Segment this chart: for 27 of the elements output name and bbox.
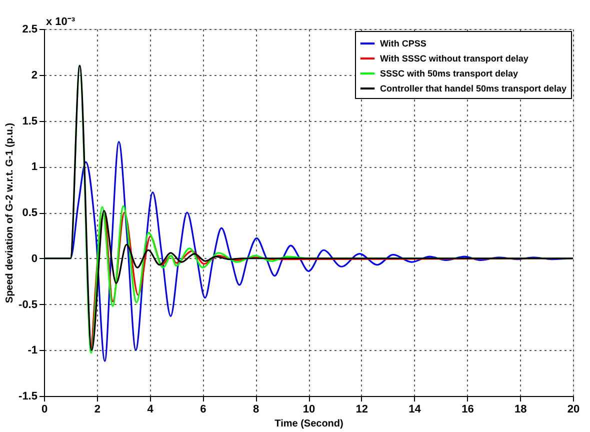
- x-tick-label: 2: [94, 404, 100, 416]
- legend-label: With SSSC without transport delay: [380, 54, 528, 64]
- x-tick-label: 0: [41, 404, 48, 416]
- y-tick-label: 2: [31, 69, 38, 82]
- x-axis-title: Time (Second): [274, 418, 344, 430]
- y-tick-label: 0.5: [22, 207, 38, 219]
- y-tick-label: 1: [31, 161, 38, 174]
- y-tick-label: -1.5: [18, 390, 38, 402]
- legend-label: With CPSS: [380, 38, 426, 48]
- x-tick-label: 20: [567, 404, 580, 416]
- y-tick-label: -1: [28, 344, 38, 357]
- legend-label: Controller that handel 50ms transport delay: [380, 84, 567, 94]
- x-tick-label: 18: [514, 404, 527, 416]
- y-tick-label: 1.5: [22, 115, 38, 128]
- y-axis-title: Speed deviation of G-2 w.r.t. G-1 (p.u.): [4, 122, 16, 304]
- x-tick-label: 6: [200, 404, 206, 416]
- legend-label: SSSC with 50ms transport delay: [380, 68, 518, 78]
- x-tick-label: 14: [408, 404, 422, 416]
- x-tick-label: 10: [302, 404, 316, 416]
- x-tick-label: 8: [253, 404, 260, 416]
- y-tick-label: -0.5: [18, 298, 38, 311]
- y-tick-label: 2.5: [22, 24, 38, 36]
- text: x 10⁻³: [46, 16, 76, 28]
- y-tick-label: 0: [31, 252, 38, 265]
- x-tick-label: 12: [356, 404, 368, 416]
- x-tick-label: 16: [462, 404, 474, 416]
- x-tick-label: 4: [147, 404, 154, 416]
